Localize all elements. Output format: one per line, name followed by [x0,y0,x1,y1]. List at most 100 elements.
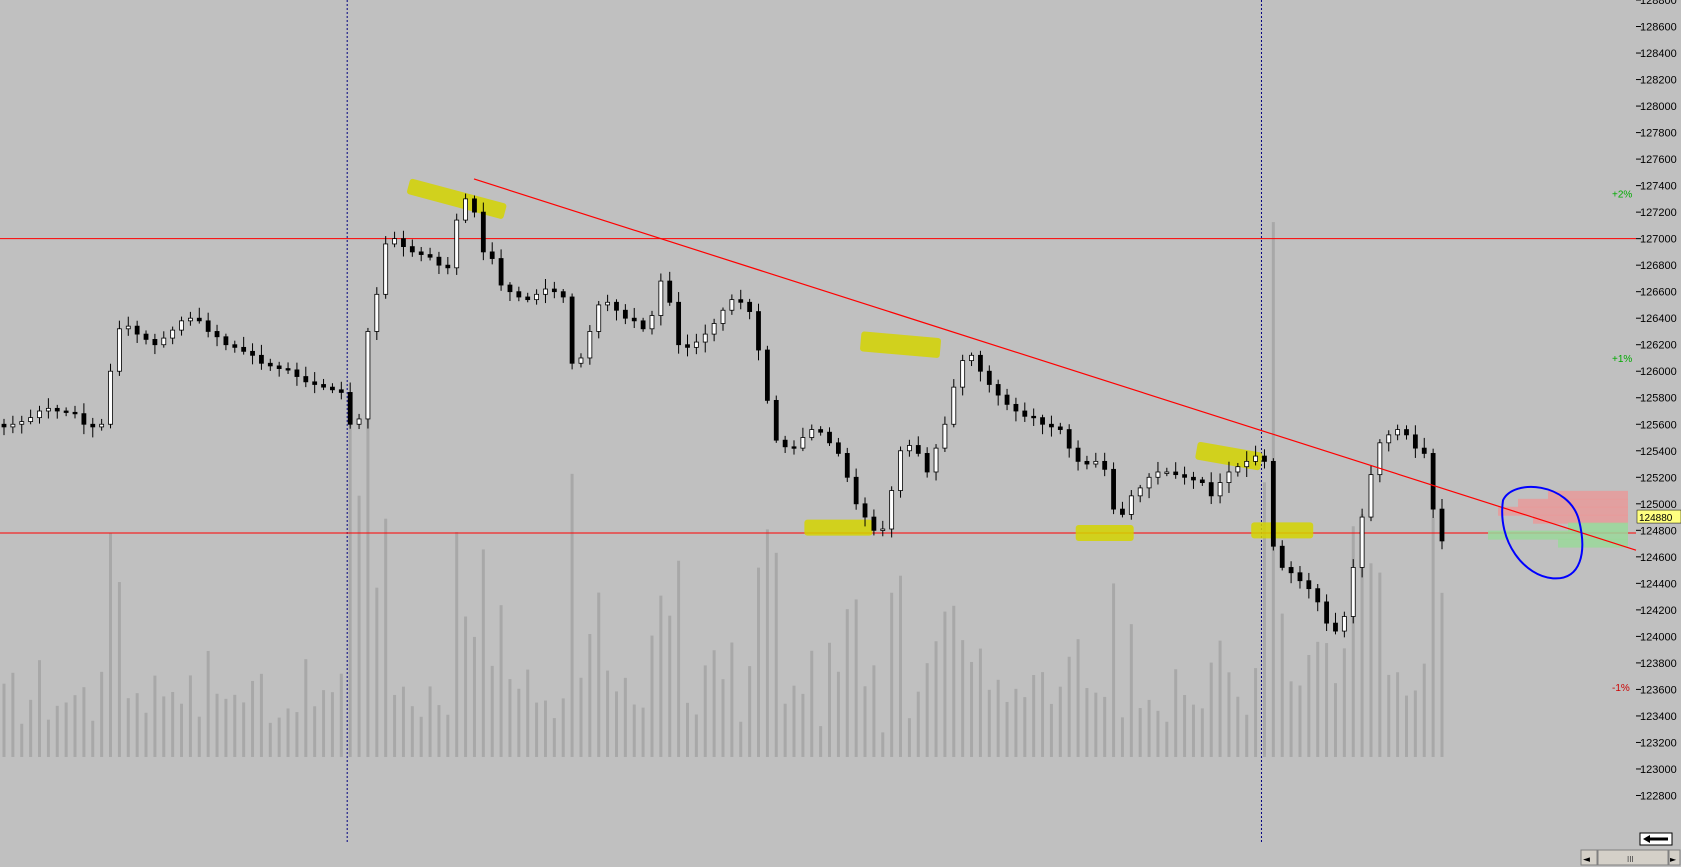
candle-up-body [1386,434,1392,444]
volume-bar [188,675,192,757]
volume-bar [1041,672,1045,757]
candle-down-body [321,384,326,388]
candle-down-body [303,376,309,383]
candle [622,304,628,325]
candle-up-body [1359,516,1365,568]
candle [1164,467,1170,477]
volume-bar [29,699,33,757]
y-tick-label: 124800 [1640,525,1677,537]
volume-bar [845,609,849,757]
candle [365,327,371,429]
candle [800,427,806,452]
candle-down-body [223,336,229,346]
volume-profile [1488,490,1628,548]
candle-up-body [28,417,34,423]
candle-down-body [401,238,406,247]
candle [99,418,105,431]
trend-line[interactable] [473,178,1637,551]
y-tick-label: 124400 [1640,578,1677,590]
candle [1031,408,1037,426]
volume-bar [490,665,494,757]
volume-bar [171,691,175,757]
candle-down-body [63,410,69,413]
candle-down-body [1057,426,1063,430]
volume-bar [393,694,397,757]
candle-down-body [1199,479,1205,483]
candle [294,362,300,386]
candle [827,427,832,446]
candle [1102,452,1108,477]
candle-down-body [498,258,504,286]
candle [63,407,69,417]
candle-up-body [179,320,184,331]
volume-bar [774,552,778,757]
candle-down-body [472,198,477,213]
candle [791,440,797,455]
scroll-right-button[interactable] [1668,849,1681,866]
candle-down-body [862,503,868,518]
candle-down-body [1084,460,1090,465]
candle-down-body [614,301,619,311]
candle-down-body [1333,622,1338,632]
volume-bar [650,635,654,757]
volume-bar [508,679,512,757]
volume-bar [1032,674,1036,757]
volume-bar [242,702,246,757]
volume-bar [348,412,352,757]
candle-up-body [951,386,957,425]
volume-bar [703,665,707,757]
candle [605,294,611,312]
candle [1066,424,1072,458]
volume-bar [55,705,59,757]
candle [907,439,912,457]
candle-down-body [1288,567,1294,574]
volume-bar [1218,640,1222,757]
candle [587,325,593,365]
candle-up-body [374,293,380,332]
candle-down-body [1075,447,1081,462]
candle [951,379,957,428]
volume-bar [82,687,86,757]
scrollbar-thumb[interactable] [1597,849,1669,866]
volume-bar [659,595,663,757]
candle [161,331,167,348]
volume-bar [1404,695,1408,757]
candle [1412,425,1418,458]
volume-bar [375,587,379,757]
candle-up-body [543,288,548,295]
highlight-mark-6 [1251,522,1314,539]
candle [19,415,25,434]
y-tick-label: 123400 [1640,711,1677,723]
volume-bar [1005,701,1009,757]
candle [28,409,34,425]
candle-down-body [995,384,1001,396]
y-tick-label: 127600 [1640,154,1677,166]
candle-down-body [1182,474,1187,478]
candle [551,281,557,299]
y-tick-label: 128200 [1640,75,1677,87]
y-tick-label: 123600 [1640,684,1677,696]
candle [1155,461,1161,485]
candle-down-body [676,301,682,346]
volume-bar [73,695,77,757]
volume-bar [677,560,681,757]
candle-down-body [738,299,744,303]
candle-down-body [507,284,513,293]
candle-up-body [37,410,42,419]
volume-bar [517,688,521,757]
candle-up-body [116,328,122,372]
candle-down-body [1324,601,1330,624]
candle [1244,451,1250,478]
candle [525,292,531,303]
volume-bar [606,670,610,757]
navigation-bar-bg [0,842,1681,867]
trend-line-group[interactable] [473,178,1637,551]
candle [489,242,495,265]
volume-bar [597,592,601,757]
candle [134,320,140,343]
candle-down-body [436,256,442,266]
candle [880,520,886,537]
scroll-left-icon: ◄ [1583,855,1590,865]
scroll-left-button[interactable] [1580,849,1598,866]
